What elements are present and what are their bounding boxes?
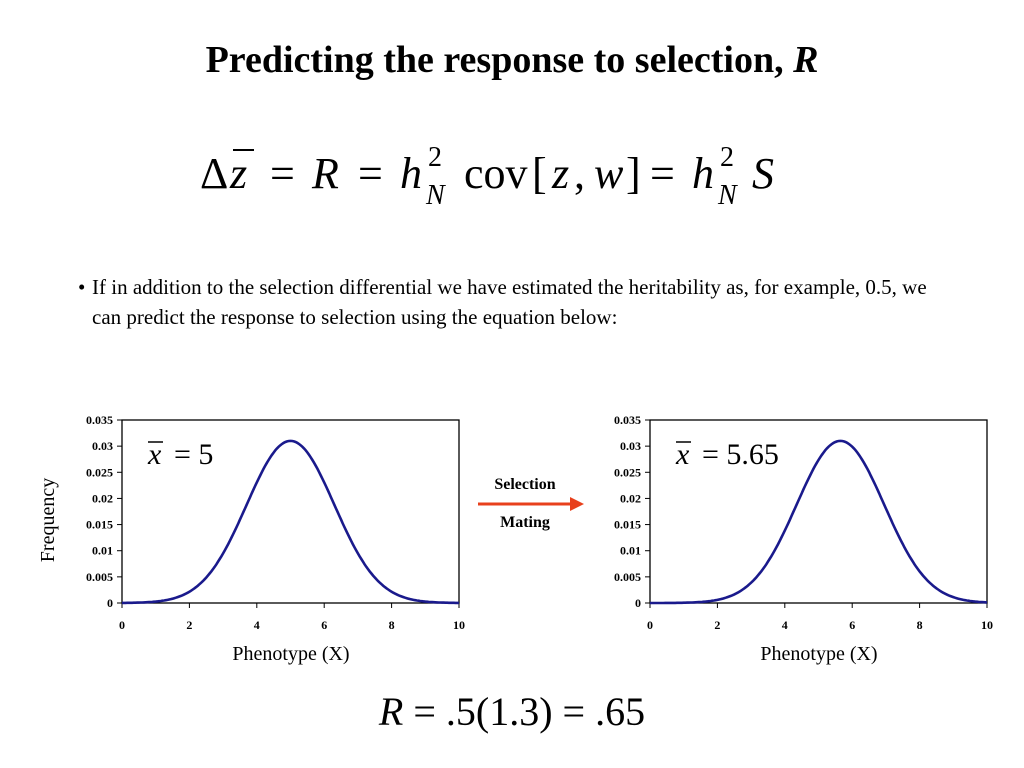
x-tick-label: 0 [119, 618, 125, 632]
y-tick-label: 0.005 [86, 570, 113, 584]
bullet-text: If in addition to the selection differen… [92, 275, 927, 329]
slide-title: Predicting the response to selection, R [0, 38, 1024, 82]
bullet-marker: • [78, 275, 86, 299]
x-axis-label: Phenotype (X) [760, 643, 877, 665]
eq2-r: R [378, 689, 404, 734]
x-tick-label: 8 [917, 618, 923, 632]
eq-cov: cov [464, 149, 528, 198]
selection-label: Selection [494, 476, 556, 493]
x-tick-label: 4 [254, 618, 260, 632]
eq-equals-2: = [358, 149, 383, 198]
eq-rbracket: ] [626, 149, 641, 198]
eq-lbracket: [ [532, 149, 547, 198]
response-equation: R = .5(1.3) = .65 [0, 688, 1024, 735]
x-tick-label: 6 [849, 618, 855, 632]
y-tick-label: 0.025 [86, 465, 113, 479]
eq-comma: , [574, 149, 585, 198]
eq-equals-3: = [650, 149, 675, 198]
x-tick-label: 10 [981, 618, 993, 632]
eq-zbar: z [229, 149, 247, 198]
plot-frame [121, 419, 460, 604]
x-tick-label: 10 [453, 618, 465, 632]
eq2-rhs: = .5(1.3) = .65 [403, 689, 646, 734]
selection-arrow-icon [478, 497, 584, 511]
mean-annotation-value: = 5 [174, 438, 213, 471]
y-tick-label: 0.02 [92, 491, 113, 505]
y-tick-label: 0.035 [614, 413, 641, 427]
y-tick-label: 0.03 [620, 439, 641, 453]
x-tick-label: 2 [714, 618, 720, 632]
x-tick-label: 0 [647, 618, 653, 632]
y-tick-label: 0.01 [92, 544, 113, 558]
eq-r: R [311, 149, 339, 198]
eq-equals-1: = [270, 149, 295, 198]
plot-frame [649, 419, 988, 604]
y-tick-label: 0 [107, 596, 113, 610]
main-equation: Δ z = R = h 2 N cov [ z , w ] = h 2 N S [200, 142, 774, 211]
mating-label: Mating [500, 514, 550, 531]
chart-before-selection: Frequency Phenotype (X) 0 0.005 0.01 0.015 0… [37, 413, 465, 665]
y-tick-label: 0.03 [92, 439, 113, 453]
x-axis-label: Phenotype (X) [232, 643, 349, 665]
y-tick-label: 0 [635, 596, 641, 610]
eq-h-1: h [400, 149, 422, 198]
distribution-curve [122, 439, 459, 605]
title-italic-r: R [793, 39, 819, 81]
eq-w: w [594, 149, 624, 198]
y-tick-label: 0.02 [620, 491, 641, 505]
eq-sub-1: N [425, 180, 446, 211]
x-tick-label: 2 [186, 618, 192, 632]
eq-sub-2: N [717, 180, 738, 211]
eq-sup-2: 2 [720, 142, 734, 173]
y-tick-label: 0.01 [620, 544, 641, 558]
title-text: Predicting the response to selection, [205, 39, 794, 81]
eq-s: S [752, 149, 774, 198]
y-tick-label: 0.015 [614, 518, 641, 532]
eq-z: z [551, 149, 569, 198]
eq-sup-1: 2 [428, 142, 442, 173]
mean-annotation-variable: x [675, 438, 690, 471]
eq-delta: Δ [200, 149, 228, 198]
x-tick-label: 4 [782, 618, 788, 632]
x-tick-label: 8 [389, 618, 395, 632]
y-tick-label: 0.015 [86, 518, 113, 532]
bullet-point: • If in addition to the selection differ… [78, 272, 958, 332]
y-tick-label: 0.005 [614, 570, 641, 584]
y-tick-label: 0.025 [614, 465, 641, 479]
mean-annotation-variable: x [147, 438, 162, 471]
eq-h-2: h [692, 149, 714, 198]
x-tick-label: 6 [321, 618, 327, 632]
chart-after-selection: Phenotype (X) 0 0.005 0.01 0.015 0.02 0.025 0.… [614, 413, 993, 665]
mean-annotation-value: = 5.65 [702, 438, 779, 471]
distribution-curve [650, 439, 988, 605]
y-axis-label: Frequency [37, 478, 59, 562]
y-tick-label: 0.035 [86, 413, 113, 427]
